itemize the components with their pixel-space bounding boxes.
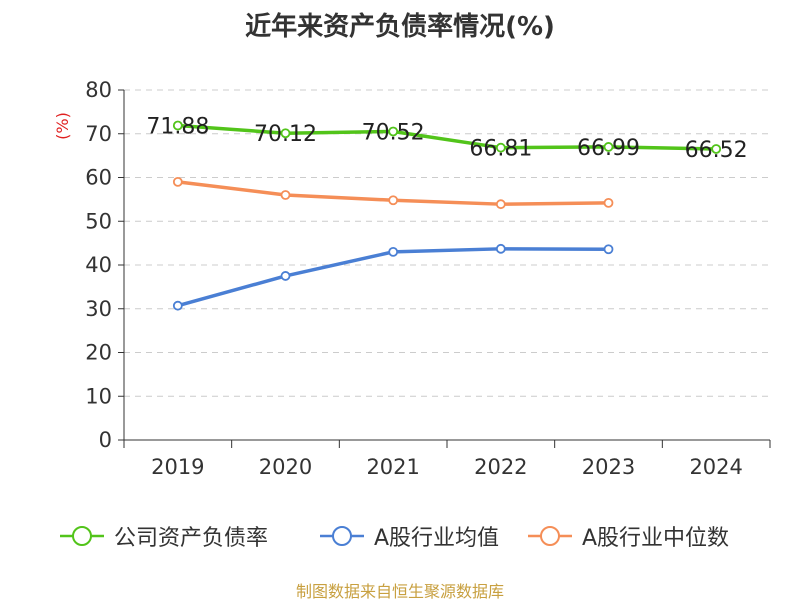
legend-marker-industry-median	[528, 526, 572, 546]
point-company-2020	[280, 128, 291, 139]
y-tick-label-70: 70	[85, 122, 112, 146]
point-industry-median-2021	[388, 195, 399, 206]
point-industry-avg-2022	[495, 243, 506, 254]
legend-label-industry-median: A股行业中位数	[582, 526, 730, 551]
x-tick-label-2022: 2022	[474, 455, 527, 479]
point-industry-median-2023	[603, 197, 614, 208]
point-company-2019	[172, 120, 183, 131]
data-label-company-2020: 70.12	[254, 122, 317, 147]
point-company-2023	[603, 142, 614, 152]
x-tick-label-2021: 2021	[366, 455, 419, 479]
point-industry-median-2020	[280, 190, 291, 200]
y-tick-label-0: 0	[99, 428, 112, 452]
y-tick-label-60: 60	[85, 166, 112, 190]
legend-item-industry-median[interactable]: A股行业中位数	[526, 518, 729, 554]
y-tick-label-30: 30	[85, 297, 112, 321]
point-industry-median-2022	[495, 199, 506, 210]
x-tick-label-2024: 2024	[689, 455, 742, 479]
legend-item-industry-avg[interactable]: A股行业均值	[318, 518, 499, 554]
x-tick-label-2019: 2019	[151, 455, 204, 479]
legend: 公司资产负债率 A股行业均值 A股行业中位数	[0, 518, 800, 558]
y-axis-unit-label: (%)	[53, 112, 72, 140]
legend-marker-company	[60, 526, 104, 546]
y-tick-label-20: 20	[85, 341, 112, 365]
source-footer: 制图数据来自恒生聚源数据库	[295, 582, 504, 601]
x-tick-label-2020: 2020	[259, 455, 312, 479]
legend-item-company[interactable]: 公司资产负债率	[58, 518, 268, 554]
point-company-2024	[711, 144, 722, 154]
point-company-2022	[495, 142, 506, 153]
data-label-company-2023: 66.99	[577, 136, 640, 161]
point-company-2021	[388, 126, 399, 137]
y-tick-label-40: 40	[85, 253, 112, 277]
y-tick-label-10: 10	[85, 384, 112, 408]
series-line-company	[177, 123, 717, 151]
data-label-company-2022: 66.81	[469, 137, 532, 162]
y-tick-label-80: 80	[85, 78, 112, 102]
legend-label-company: 公司资产负债率	[114, 526, 269, 551]
series-line-industry-avg	[177, 247, 609, 308]
point-industry-avg-2020	[280, 271, 291, 281]
data-label-company-2024: 66.52	[685, 138, 748, 163]
line-chart: 0 10 20 30 40 50 60 70 80 (%) 2019 2020 2021 2022 2023…	[53, 78, 771, 479]
x-tick-label-2023: 2023	[582, 455, 635, 479]
point-industry-avg-2021	[388, 246, 399, 257]
y-tick-label-50: 50	[85, 209, 112, 233]
point-industry-avg-2023	[603, 244, 614, 255]
data-label-company-2021: 70.52	[362, 120, 425, 145]
legend-label-industry-avg: A股行业均值	[374, 526, 500, 551]
point-industry-median-2019	[172, 176, 183, 187]
point-industry-avg-2019	[172, 300, 183, 311]
chart-title: 近年来资产负债率情况(%)	[245, 12, 555, 42]
legend-marker-industry-avg	[320, 526, 364, 546]
data-label-company-2019: 71.88	[146, 115, 209, 140]
